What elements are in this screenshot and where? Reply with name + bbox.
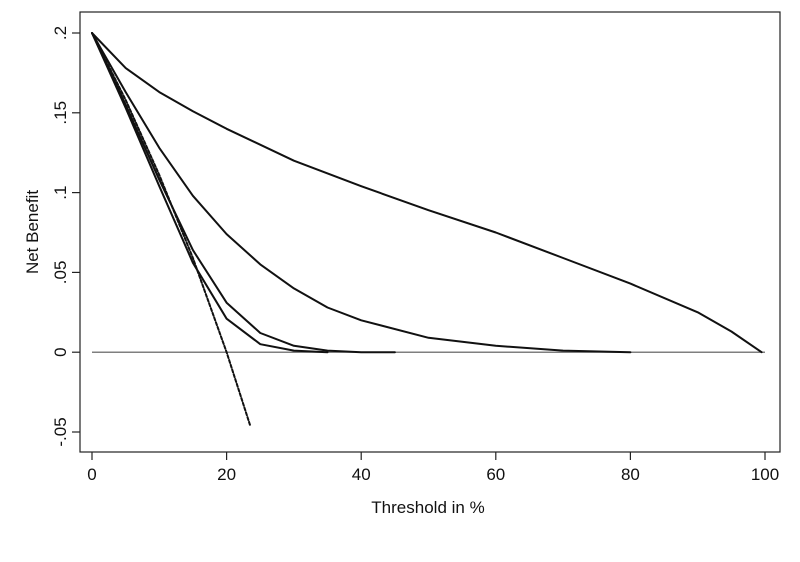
- y-tick-label: 0: [51, 347, 70, 356]
- series-line-3: [91, 32, 396, 354]
- x-axis-title: Threshold in %: [371, 498, 484, 517]
- x-tick-label: 0: [87, 465, 96, 484]
- x-tick-label: 80: [621, 465, 640, 484]
- x-tick-label: 100: [751, 465, 779, 484]
- y-tick-label: .1: [51, 186, 70, 200]
- plot-frame: [79, 11, 781, 453]
- series-line-5: [91, 32, 252, 427]
- x-tick-label: 60: [486, 465, 505, 484]
- x-tick-label: 40: [352, 465, 371, 484]
- y-axis-title: Net Benefit: [23, 190, 42, 274]
- y-tick-label: -.05: [51, 417, 70, 446]
- series-line-1: [91, 32, 763, 354]
- x-axis: 0 20 40 60 80 100: [87, 452, 779, 484]
- x-tick-label: 20: [217, 465, 236, 484]
- y-tick-label: .05: [51, 261, 70, 285]
- y-axis: -.05 0 .05 .1 .15 .2: [51, 26, 80, 447]
- y-tick-label: .15: [51, 101, 70, 125]
- series-line-2: [91, 32, 632, 354]
- y-tick-label: .2: [51, 26, 70, 40]
- series-layer: [91, 32, 763, 427]
- series-line-4: [91, 32, 329, 354]
